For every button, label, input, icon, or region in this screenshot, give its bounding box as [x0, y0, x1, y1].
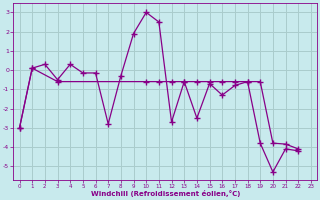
X-axis label: Windchill (Refroidissement éolien,°C): Windchill (Refroidissement éolien,°C): [91, 190, 240, 197]
